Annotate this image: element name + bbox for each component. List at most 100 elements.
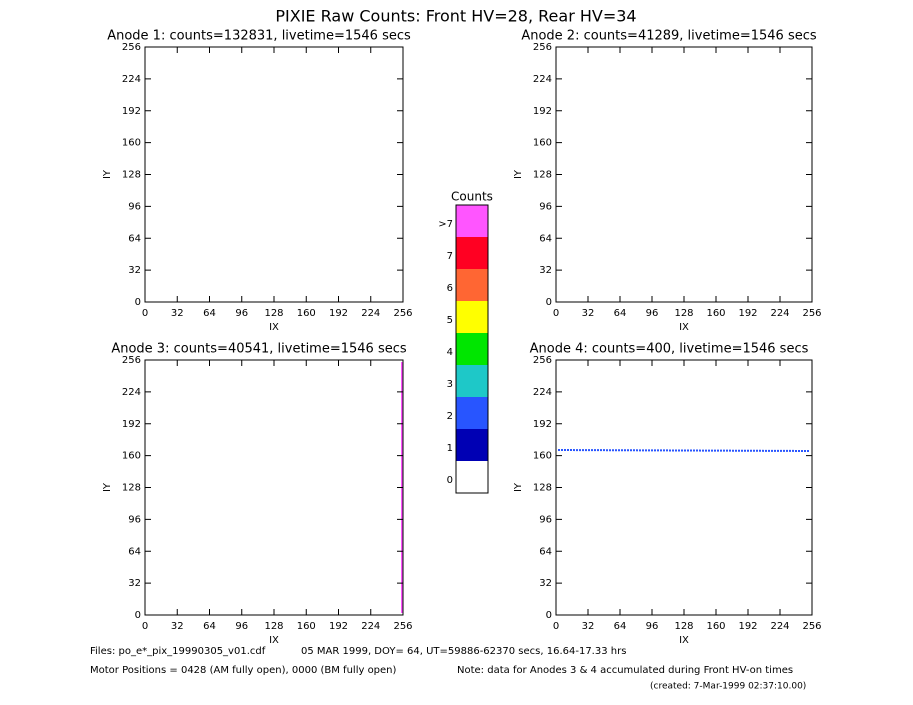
y-tick-label: 224: [122, 74, 141, 85]
x-tick-label: 128: [674, 308, 693, 319]
x-tick-label: 0: [553, 308, 559, 319]
footer-files: Files: po_e*_pix_19990305_v01.cdf: [90, 646, 266, 657]
x-axis-label: IX: [269, 322, 279, 333]
x-tick-label: 160: [706, 621, 725, 632]
x-tick-label: 224: [770, 621, 789, 632]
x-tick-label: 0: [142, 621, 148, 632]
y-tick-label: 224: [122, 387, 141, 398]
y-tick-label: 64: [539, 233, 552, 244]
x-tick-label: 160: [706, 308, 725, 319]
y-tick-label: 160: [533, 451, 552, 462]
colorbar-label: 6: [447, 283, 453, 294]
x-tick-label: 96: [235, 308, 248, 319]
figure-title: PIXIE Raw Counts: Front HV=28, Rear HV=3…: [275, 7, 636, 26]
y-tick-label: 32: [128, 578, 141, 589]
y-tick-label: 192: [122, 419, 141, 430]
y-tick-label: 128: [122, 483, 141, 494]
x-tick-label: 32: [582, 308, 595, 319]
colorbar-cell: [456, 397, 488, 429]
plot-frame: [555, 46, 813, 303]
colorbar-cell: [456, 237, 488, 269]
y-tick-label: 96: [128, 514, 141, 525]
x-tick-label: 160: [297, 308, 316, 319]
panel-title: Anode 3: counts=40541, livetime=1546 sec…: [111, 342, 407, 357]
y-tick-label: 160: [122, 451, 141, 462]
y-tick-label: 160: [533, 138, 552, 149]
x-tick-label: 256: [393, 621, 412, 632]
y-tick-label: 32: [539, 265, 552, 276]
x-tick-label: 192: [738, 621, 757, 632]
x-tick-label: 64: [203, 621, 216, 632]
x-tick-label: 96: [646, 308, 659, 319]
colorbar-cell: [456, 429, 488, 461]
x-tick-label: 224: [770, 308, 789, 319]
y-tick-label: 256: [122, 355, 141, 366]
panel-title: Anode 2: counts=41289, livetime=1546 sec…: [521, 29, 817, 44]
colorbar-label: 3: [447, 379, 453, 390]
colorbar-label: 1: [447, 443, 453, 454]
colorbar-cell: [456, 365, 488, 397]
colorbar-label: 7: [447, 251, 453, 262]
y-tick-label: 192: [122, 106, 141, 117]
y-tick-label: 192: [533, 419, 552, 430]
y-tick-label: 64: [128, 546, 141, 557]
y-axis-label: IY: [513, 482, 524, 492]
footer-date: 05 MAR 1999, DOY= 64, UT=59886-62370 sec…: [301, 646, 626, 657]
y-tick-label: 256: [533, 355, 552, 366]
colorbar-label: 2: [447, 411, 453, 422]
colorbar-cell: [456, 461, 488, 493]
x-axis-label: IX: [679, 322, 689, 333]
colorbar-cell: [456, 301, 488, 333]
y-tick-label: 128: [122, 170, 141, 181]
plot-frame: [144, 46, 404, 303]
x-tick-label: 128: [264, 621, 283, 632]
y-tick-label: 64: [539, 546, 552, 557]
x-tick-label: 192: [738, 308, 757, 319]
x-tick-label: 0: [142, 308, 148, 319]
x-tick-label: 0: [553, 621, 559, 632]
colorbar-label: 0: [447, 475, 453, 486]
y-axis-label: IY: [102, 482, 113, 492]
y-tick-label: 96: [128, 201, 141, 212]
footer-motor: Motor Positions = 0428 (AM fully open), …: [90, 665, 397, 676]
y-tick-label: 96: [539, 201, 552, 212]
x-axis-label: IX: [679, 635, 689, 646]
y-tick-label: 0: [546, 610, 552, 621]
colorbar-cell: [456, 205, 488, 237]
x-tick-label: 32: [171, 308, 184, 319]
x-tick-label: 96: [646, 621, 659, 632]
x-tick-label: 64: [203, 308, 216, 319]
colorbar-cell: [456, 269, 488, 301]
y-tick-label: 0: [546, 297, 552, 308]
y-tick-label: 128: [533, 483, 552, 494]
y-tick-label: 224: [533, 387, 552, 398]
colorbar-label: 5: [447, 315, 453, 326]
colorbar-label: >7: [438, 219, 453, 230]
y-tick-label: 256: [533, 42, 552, 53]
x-tick-label: 32: [171, 621, 184, 632]
x-tick-label: 192: [329, 308, 348, 319]
panel-title: Anode 1: counts=132831, livetime=1546 se…: [107, 29, 411, 44]
y-tick-label: 224: [533, 74, 552, 85]
colorbar-label: 4: [447, 347, 453, 358]
y-axis-label: IY: [513, 169, 524, 179]
y-tick-label: 160: [122, 138, 141, 149]
colorbar-frame: [455, 204, 489, 494]
y-tick-label: 64: [128, 233, 141, 244]
x-tick-label: 96: [235, 621, 248, 632]
y-tick-label: 256: [122, 42, 141, 53]
x-tick-label: 192: [329, 621, 348, 632]
x-tick-label: 256: [802, 621, 821, 632]
plot-frame: [144, 359, 404, 616]
colorbar-title: Counts: [451, 190, 493, 204]
band-trace: [557, 449, 811, 452]
y-tick-label: 128: [533, 170, 552, 181]
footer-note: Note: data for Anodes 3 & 4 accumulated …: [457, 665, 793, 676]
x-tick-label: 64: [614, 621, 627, 632]
x-tick-label: 160: [297, 621, 316, 632]
plot-frame: [555, 359, 813, 616]
y-tick-label: 0: [135, 297, 141, 308]
x-tick-label: 32: [582, 621, 595, 632]
